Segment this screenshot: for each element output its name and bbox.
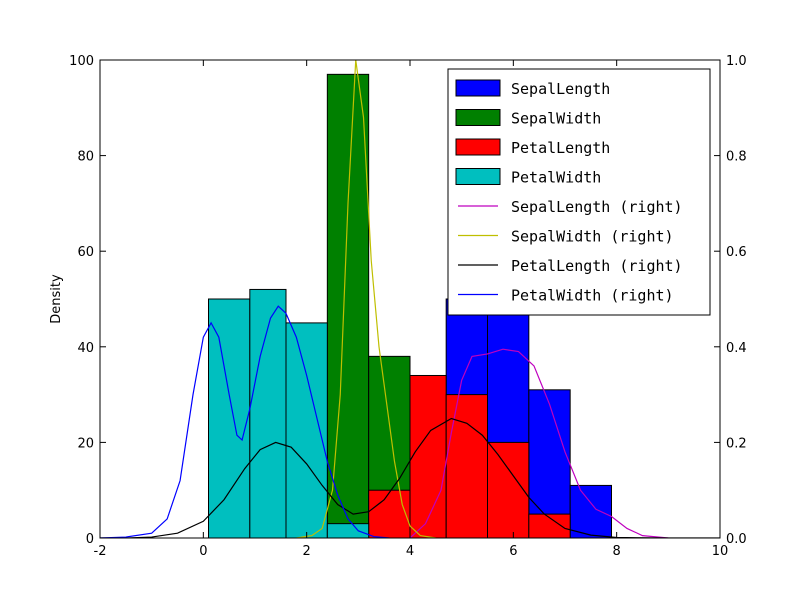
- legend-label-4: SepalLength (right): [511, 198, 683, 216]
- legend-label-3: PetalWidth: [511, 169, 601, 187]
- legend-label-0: SepalLength: [511, 80, 610, 98]
- right-y-tick-label-1: 0.2: [726, 436, 747, 451]
- x-tick-label-1: 0: [199, 544, 207, 559]
- y-axis-label: Density: [49, 274, 64, 324]
- left-y-tick-label-0: 0: [86, 532, 94, 547]
- right-y-tick-label-4: 0.8: [726, 150, 747, 165]
- legend-swatch-3: [455, 168, 501, 185]
- legend: SepalLength SepalWidth PetalLength PetalWid…: [447, 68, 711, 316]
- right-y-tick-label-0: 0.0: [726, 532, 747, 547]
- legend-swatch-1: [455, 109, 501, 126]
- legend-swatch-0: [455, 79, 501, 97]
- left-y-tick-label-3: 60: [77, 245, 94, 260]
- x-tick-label-5: 8: [613, 544, 621, 559]
- bar-petallength-3: [487, 441, 530, 539]
- x-axis-ticks: -2 0 2 4 6 8 10: [94, 60, 729, 559]
- x-tick-label-2: 2: [303, 544, 311, 559]
- legend-swatch-2: [455, 138, 501, 156]
- bar-petalwidth-2: [285, 322, 328, 539]
- density-line-2: [100, 417, 720, 538]
- left-y-tick-label-2: 40: [77, 341, 94, 356]
- bar-sepalwidth-0: [326, 73, 370, 539]
- left-y-tick-label-1: 20: [77, 436, 94, 451]
- right-y-axis-ticks: 0.0 0.2 0.4 0.6 0.8 1.0: [714, 54, 747, 547]
- x-tick-label-0: -2: [94, 544, 107, 559]
- legend-label-7: PetalWidth (right): [511, 287, 674, 305]
- right-y-tick-label-2: 0.4: [726, 341, 747, 356]
- legend-label-2: PetalLength: [511, 139, 610, 157]
- left-y-tick-label-5: 100: [69, 54, 94, 69]
- density-line-3: [100, 305, 390, 538]
- right-y-tick-label-3: 0.6: [726, 245, 747, 260]
- right-y-tick-label-5: 1.0: [726, 54, 747, 69]
- bar-sepallength-3: [569, 484, 613, 539]
- legend-label-5: SepalWidth (right): [511, 228, 674, 246]
- x-tick-label-3: 4: [406, 544, 414, 559]
- legend-label-1: SepalWidth: [511, 110, 601, 128]
- density-line-1: [296, 60, 436, 538]
- bar-petalwidth-3: [326, 523, 370, 539]
- bar-petallength-0: [368, 489, 411, 539]
- bar-petalwidth-0: [208, 298, 251, 539]
- density-line-0: [409, 348, 669, 538]
- left-y-tick-label-4: 80: [77, 150, 94, 165]
- left-y-axis-ticks: 0 20 40 60 80 100: [69, 54, 106, 547]
- legend-label-6: PetalLength (right): [511, 257, 683, 275]
- x-tick-label-6: 10: [712, 544, 729, 559]
- bar-petallength-2: [445, 394, 488, 539]
- bar-petallength-1: [409, 374, 447, 539]
- density-lines: [100, 60, 720, 538]
- x-tick-label-4: 6: [509, 544, 517, 559]
- legend-box: [447, 68, 711, 316]
